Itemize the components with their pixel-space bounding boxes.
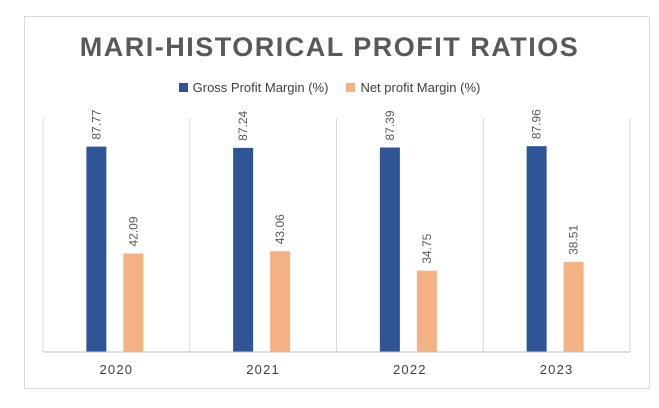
data-label-net-2020: 42.09	[126, 216, 140, 246]
bar-net-2021	[270, 251, 291, 352]
x-tick-label-2022: 2022	[393, 362, 427, 377]
legend-label-gross: Gross Profit Margin (%)	[192, 80, 329, 95]
x-tick-label-2021: 2021	[246, 362, 280, 377]
data-label-gross-2020: 87.77	[89, 109, 103, 139]
bar-gross-2023	[526, 146, 547, 352]
legend-swatch-net	[346, 83, 356, 92]
legend-swatch-gross	[178, 83, 188, 92]
data-label-gross-2021: 87.24	[236, 111, 250, 141]
bar-net-2022	[416, 270, 437, 352]
data-label-net-2023: 38.51	[567, 225, 581, 255]
data-label-net-2021: 43.06	[273, 214, 287, 244]
bar-gross-2021	[233, 147, 254, 352]
bar-gross-2022	[379, 147, 400, 352]
bar-gross-2020	[86, 146, 107, 352]
data-label-gross-2023: 87.96	[530, 109, 544, 139]
chart-title: MARI-HISTORICAL PROFIT RATIOS	[79, 32, 580, 62]
data-label-gross-2022: 87.39	[383, 110, 397, 140]
x-tick-label-2023: 2023	[540, 362, 574, 377]
x-tick-label-2020: 2020	[100, 362, 134, 377]
legend: Gross Profit Margin (%) Net profit Margi…	[0, 80, 659, 95]
legend-item-gross: Gross Profit Margin (%)	[178, 80, 329, 95]
bar-net-2020	[123, 253, 144, 352]
legend-item-net: Net profit Margin (%)	[346, 80, 480, 95]
legend-label-net: Net profit Margin (%)	[360, 80, 481, 95]
data-label-net-2022: 34.75	[420, 233, 434, 263]
bar-net-2023	[563, 261, 584, 352]
